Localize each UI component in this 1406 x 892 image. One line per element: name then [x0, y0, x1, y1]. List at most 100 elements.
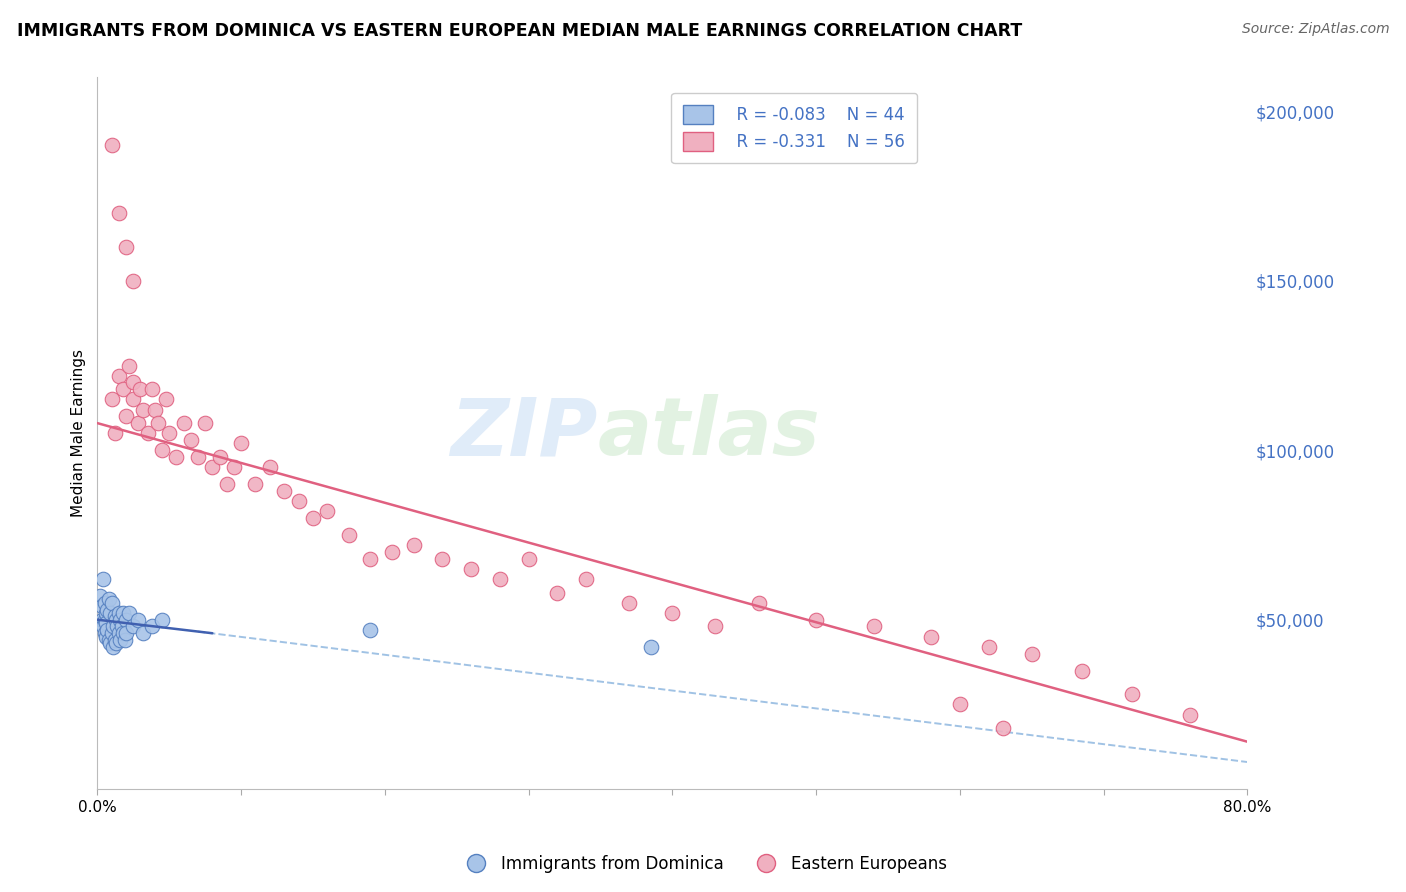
Point — [215, 477, 238, 491]
Point — [991, 721, 1014, 735]
Point — [97, 592, 120, 607]
Point — [108, 206, 131, 220]
Point — [100, 596, 122, 610]
Point — [208, 450, 231, 464]
Point — [1071, 664, 1094, 678]
Point — [112, 382, 135, 396]
Point — [93, 626, 115, 640]
Point — [129, 382, 152, 396]
Point — [115, 613, 138, 627]
Point — [381, 545, 404, 559]
Point — [104, 426, 127, 441]
Point — [112, 606, 135, 620]
Point — [173, 416, 195, 430]
Point — [94, 616, 117, 631]
Point — [546, 585, 568, 599]
Point — [748, 596, 770, 610]
Point — [118, 359, 141, 373]
Point — [619, 596, 641, 610]
Point — [222, 460, 245, 475]
Point — [90, 599, 112, 614]
Point — [118, 606, 141, 620]
Point — [93, 596, 115, 610]
Point — [245, 477, 267, 491]
Text: ZIP: ZIP — [450, 394, 598, 472]
Point — [100, 392, 122, 407]
Point — [100, 138, 122, 153]
Text: IMMIGRANTS FROM DOMINICA VS EASTERN EUROPEAN MEDIAN MALE EARNINGS CORRELATION CH: IMMIGRANTS FROM DOMINICA VS EASTERN EURO… — [17, 22, 1022, 40]
Point — [1121, 687, 1143, 701]
Point — [337, 528, 360, 542]
Point — [93, 613, 115, 627]
Point — [132, 402, 155, 417]
Point — [98, 636, 121, 650]
Point — [94, 606, 117, 620]
Point — [108, 606, 131, 620]
Point — [96, 602, 118, 616]
Point — [287, 494, 309, 508]
Point — [132, 626, 155, 640]
Point — [127, 613, 149, 627]
Point — [143, 402, 166, 417]
Point — [862, 619, 884, 633]
Point — [359, 551, 381, 566]
Point — [359, 623, 381, 637]
Point — [115, 409, 138, 424]
Point — [150, 443, 173, 458]
Point — [110, 633, 132, 648]
Point — [517, 551, 540, 566]
Point — [105, 636, 128, 650]
Point — [150, 613, 173, 627]
Point — [155, 392, 177, 407]
Point — [194, 416, 217, 430]
Point — [101, 619, 124, 633]
Point — [89, 589, 111, 603]
Point — [165, 450, 187, 464]
Point — [141, 382, 163, 396]
Point — [104, 633, 127, 648]
Point — [187, 450, 209, 464]
Point — [91, 619, 114, 633]
Legend: Immigrants from Dominica, Eastern Europeans: Immigrants from Dominica, Eastern Europe… — [453, 848, 953, 880]
Point — [316, 504, 339, 518]
Point — [110, 613, 132, 627]
Point — [273, 483, 295, 498]
Point — [91, 572, 114, 586]
Point — [112, 626, 135, 640]
Point — [575, 572, 598, 586]
Legend:   R = -0.083    N = 44,   R = -0.331    N = 56: R = -0.083 N = 44, R = -0.331 N = 56 — [672, 93, 917, 163]
Point — [949, 698, 972, 712]
Point — [96, 623, 118, 637]
Point — [141, 619, 163, 633]
Point — [180, 433, 202, 447]
Point — [94, 630, 117, 644]
Point — [1178, 707, 1201, 722]
Point — [104, 609, 127, 624]
Point — [229, 436, 252, 450]
Point — [108, 368, 131, 383]
Point — [101, 640, 124, 654]
Point — [146, 416, 169, 430]
Point — [97, 633, 120, 648]
Point — [100, 626, 122, 640]
Point — [127, 416, 149, 430]
Point — [115, 626, 138, 640]
Point — [489, 572, 512, 586]
Point — [122, 392, 145, 407]
Point — [115, 240, 138, 254]
Text: atlas: atlas — [598, 394, 820, 472]
Point — [114, 633, 136, 648]
Point — [136, 426, 159, 441]
Point — [105, 613, 128, 627]
Point — [122, 274, 145, 288]
Point — [1021, 647, 1043, 661]
Point — [432, 551, 454, 566]
Point — [122, 619, 145, 633]
Point — [201, 460, 224, 475]
Text: Source: ZipAtlas.com: Source: ZipAtlas.com — [1241, 22, 1389, 37]
Point — [804, 613, 827, 627]
Point — [98, 606, 121, 620]
Point — [920, 630, 942, 644]
Point — [302, 511, 325, 525]
Point — [402, 538, 425, 552]
